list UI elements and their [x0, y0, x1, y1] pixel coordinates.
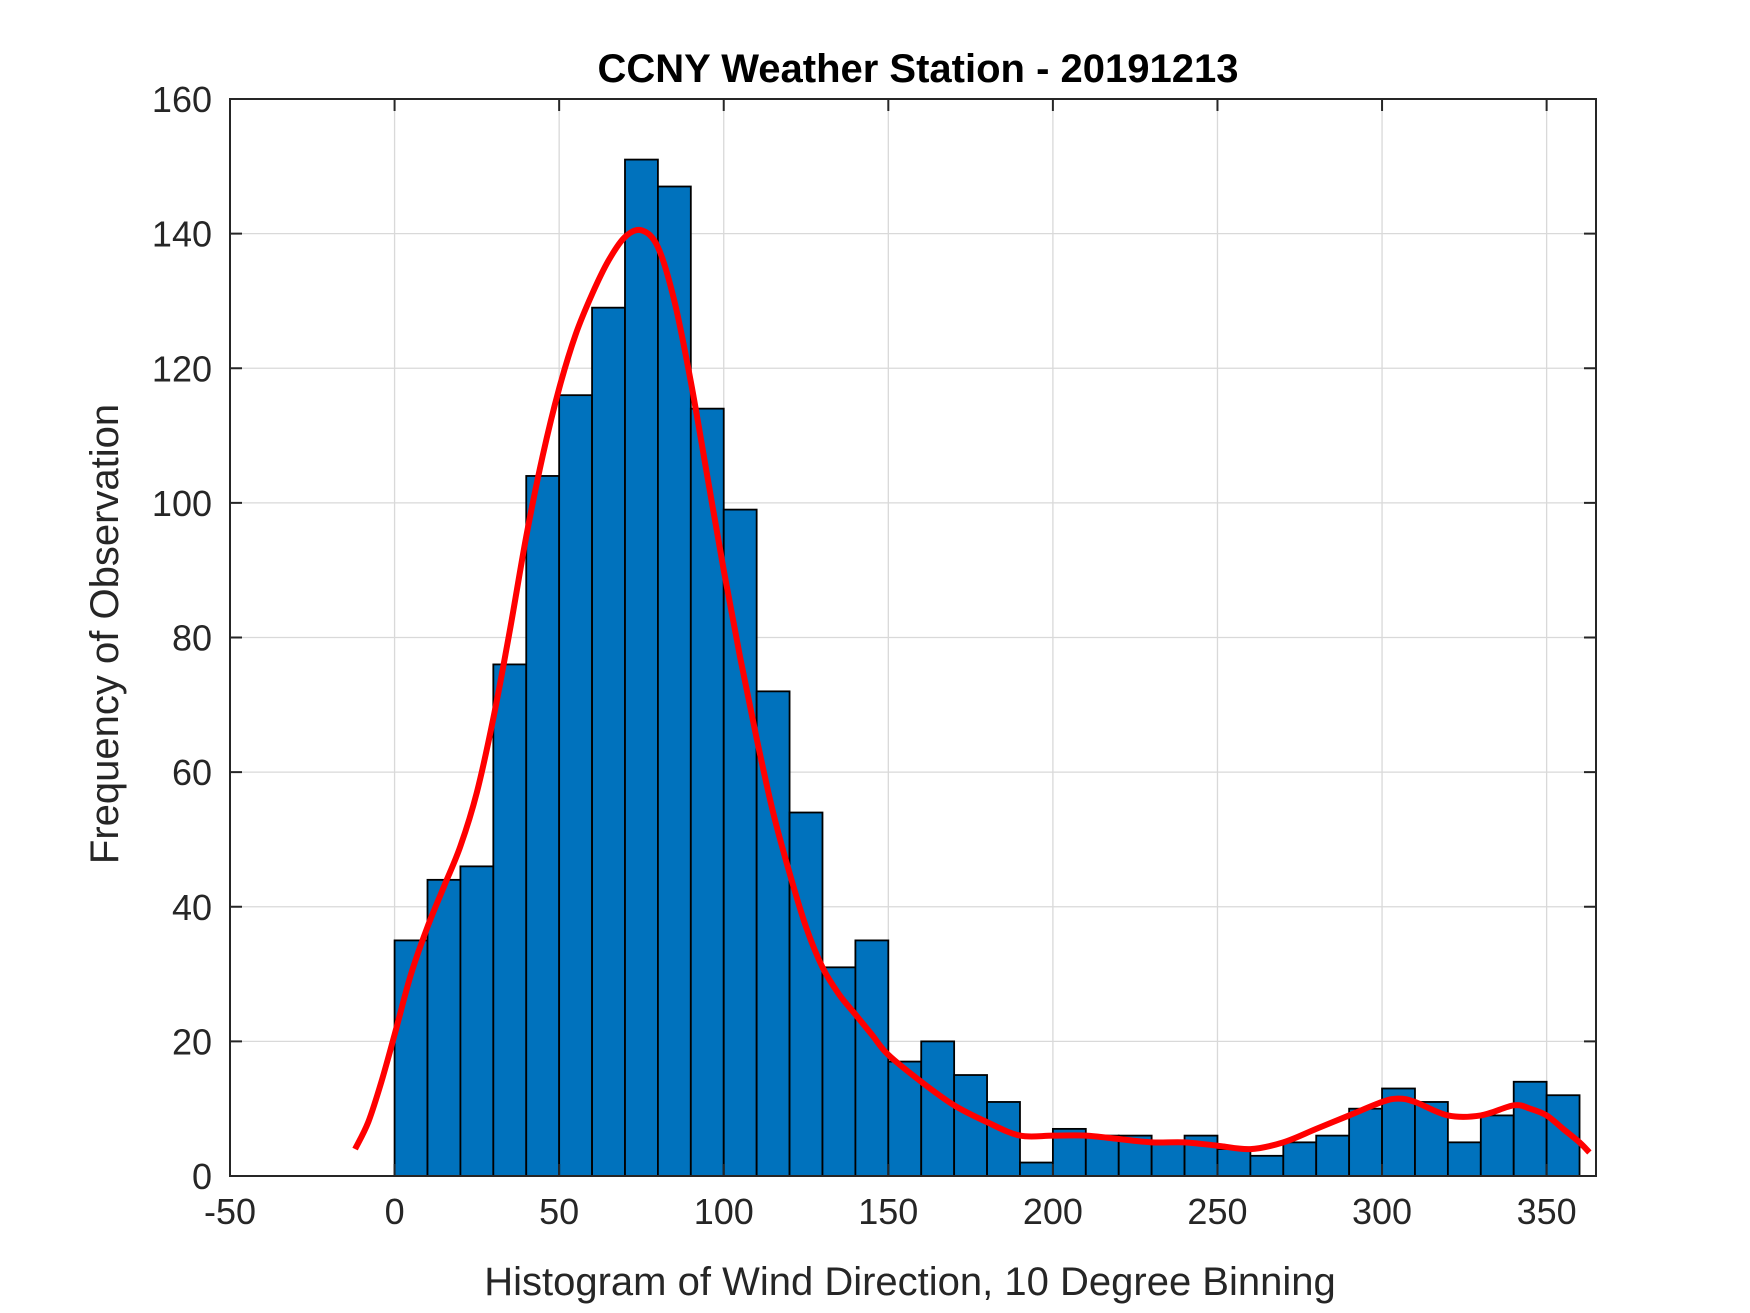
x-tick-label: -50: [204, 1191, 256, 1232]
histogram-bar: [1216, 1148, 1252, 1177]
histogram-bar: [1315, 1134, 1351, 1177]
fit-curve-line: [352, 226, 1592, 1155]
histogram-bar: [920, 1040, 956, 1177]
histogram-bar: [1479, 1114, 1515, 1177]
x-tick-label: 350: [1517, 1191, 1577, 1232]
y-tick-label: 80: [172, 618, 212, 659]
x-tick-label: 50: [539, 1191, 579, 1232]
y-tick-label: 40: [172, 887, 212, 928]
x-tick-label: 100: [694, 1191, 754, 1232]
histogram-bar: [459, 865, 495, 1177]
histogram-bar: [492, 663, 528, 1177]
histogram-bar: [1282, 1141, 1318, 1177]
x-tick-label: 300: [1352, 1191, 1412, 1232]
x-axis-label: Histogram of Wind Direction, 10 Degree B…: [484, 1260, 1336, 1304]
histogram-bar: [624, 158, 659, 1177]
histogram-bar: [722, 508, 758, 1177]
histogram-bar: [1084, 1134, 1120, 1177]
histogram-bar: [953, 1074, 988, 1177]
histogram-bar: [689, 407, 725, 1177]
histogram-bar: [558, 394, 593, 1177]
histogram-bar: [657, 185, 692, 1177]
x-tick-label: 150: [858, 1191, 918, 1232]
y-tick-label: 100: [152, 483, 212, 524]
histogram-bar: [1150, 1141, 1186, 1177]
histogram-bar: [1249, 1154, 1285, 1177]
histogram-bar: [1019, 1161, 1054, 1177]
y-tick-label: 160: [152, 79, 212, 120]
histogram-bar: [1512, 1080, 1548, 1177]
y-tick-label: 0: [192, 1156, 212, 1197]
y-tick-label: 60: [172, 752, 212, 793]
fit-curve-layer: [352, 226, 1592, 1155]
histogram-bar: [854, 939, 890, 1177]
y-tick-label: 20: [172, 1021, 212, 1062]
histogram-bar: [1348, 1107, 1383, 1177]
y-tick-label: 140: [152, 214, 212, 255]
histogram-bar: [1446, 1141, 1482, 1177]
tick-labels-layer: -50 0 50 100 150 200 250 300 3500204060801001201…: [152, 79, 1577, 1232]
x-tick-label: 200: [1023, 1191, 1083, 1232]
axes-layer: [229, 98, 1597, 1177]
histogram-bar: [525, 475, 561, 1177]
y-axis-label: Frequency of Observation: [83, 404, 127, 864]
chart-title: CCNY Weather Station - 20191213: [598, 47, 1239, 91]
x-tick-label: 0: [385, 1191, 405, 1232]
y-tick-label: 120: [152, 348, 212, 389]
histogram-bar: [986, 1101, 1021, 1177]
histogram-bar: [821, 966, 857, 1177]
histogram-bar: [591, 306, 626, 1177]
x-tick-label: 250: [1187, 1191, 1247, 1232]
histogram-bar: [426, 878, 462, 1177]
histogram-bars: [393, 158, 1581, 1177]
histogram-bar: [788, 811, 824, 1177]
